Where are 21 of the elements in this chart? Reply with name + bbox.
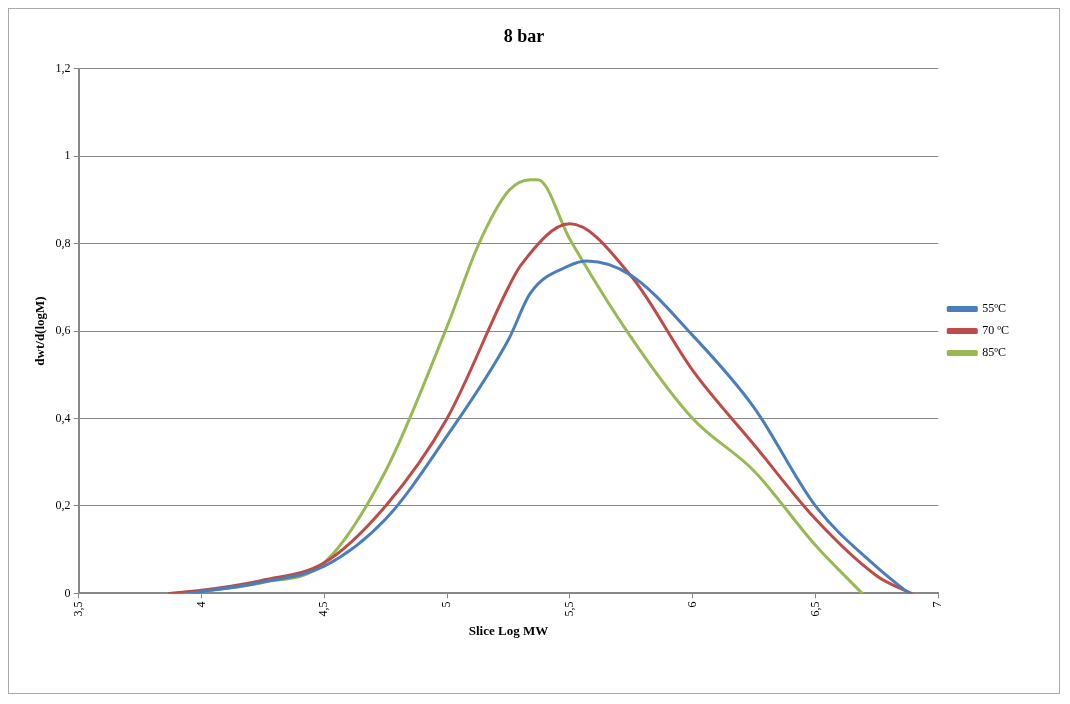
chart-title: 8 bar <box>503 26 545 47</box>
y-tick-label: 0,4 <box>55 410 71 425</box>
y-axis-title: dwt/d(logM) <box>32 296 48 366</box>
x-tick-label: 6 <box>684 601 699 608</box>
x-tick-label: 7 <box>930 601 945 608</box>
x-tick-label: 4,5 <box>316 601 331 617</box>
y-tick-label: 0,8 <box>55 235 71 250</box>
y-tick-label: 0 <box>64 585 71 600</box>
legend-label: 70 ºC <box>982 323 1010 338</box>
legend-label: 85ºC <box>982 345 1007 360</box>
x-tick-label: 5,5 <box>562 601 576 617</box>
y-tick-label: 1,2 <box>55 60 71 75</box>
y-tick-label: 0,6 <box>55 323 71 338</box>
x-tick-label: 6,5 <box>807 601 822 617</box>
y-tick-label: 1 <box>64 148 71 163</box>
x-tick-label: 3,5 <box>70 601 85 617</box>
x-tick-label: 5 <box>439 601 454 608</box>
x-axis-title: Slice Log MW <box>468 622 549 638</box>
legend-label: 55ºC <box>982 301 1007 316</box>
y-tick-label: 0,2 <box>55 498 71 513</box>
x-tick-label: 4 <box>193 601 208 608</box>
